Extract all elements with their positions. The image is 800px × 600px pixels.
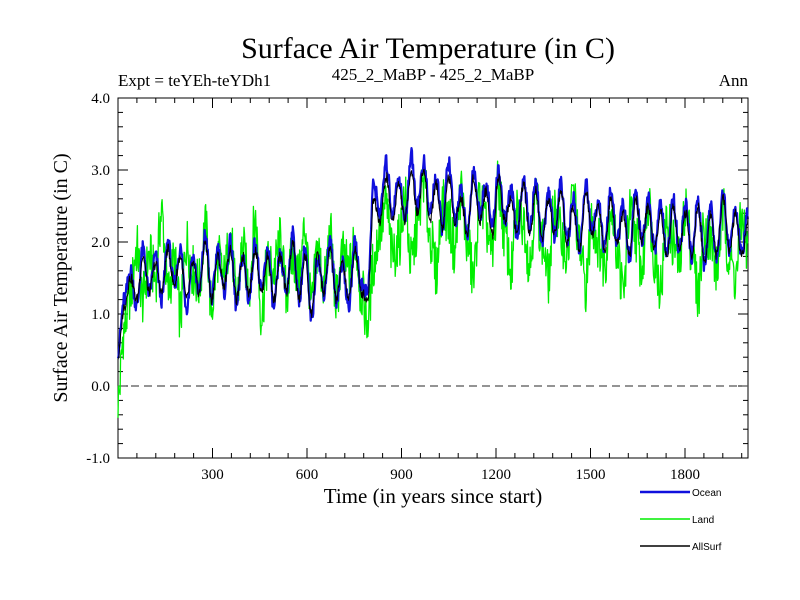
series-line-ocean: [116, 147, 750, 359]
legend: Ocean Land AllSurf: [640, 488, 722, 553]
y-tick-label: 1.0: [91, 307, 110, 323]
series-line-allsurf: [117, 168, 749, 360]
series-layer: [116, 147, 750, 418]
x-tick-label: 1500: [576, 467, 606, 483]
chart-title: Surface Air Temperature (in C): [241, 32, 615, 65]
y-tick-label: 4.0: [91, 91, 110, 107]
season-label: Ann: [719, 71, 749, 90]
x-tick-label: 1800: [670, 467, 700, 483]
series-line-land: [117, 154, 749, 418]
experiment-label: Expt = teYEh-teYDh1: [118, 71, 271, 90]
legend-label-ocean: Ocean: [692, 488, 721, 499]
y-tick-labels: -1.0 0.0 1.0 2.0 3.0 4.0: [86, 91, 110, 467]
x-tick-label: 900: [390, 467, 413, 483]
plot-frame: [117, 97, 749, 459]
y-tick-label: -1.0: [86, 451, 110, 467]
y-tick-label: 2.0: [91, 235, 110, 251]
y-tick-label: 3.0: [91, 163, 110, 179]
legend-label-land: Land: [692, 515, 714, 526]
y-tick-label: 0.0: [91, 379, 110, 395]
y-axis-label: Surface Air Temperature (in C): [50, 153, 72, 402]
x-tick-label: 600: [296, 467, 319, 483]
x-tick-labels: 300 600 900 1200 1500 1800: [201, 467, 700, 483]
x-tick-label: 1200: [481, 467, 511, 483]
x-axis-label: Time (in years since start): [324, 484, 543, 508]
x-tick-label: 300: [201, 467, 224, 483]
period-label: 425_2_MaBP - 425_2_MaBP: [332, 65, 534, 84]
legend-label-allsurf: AllSurf: [692, 542, 722, 553]
